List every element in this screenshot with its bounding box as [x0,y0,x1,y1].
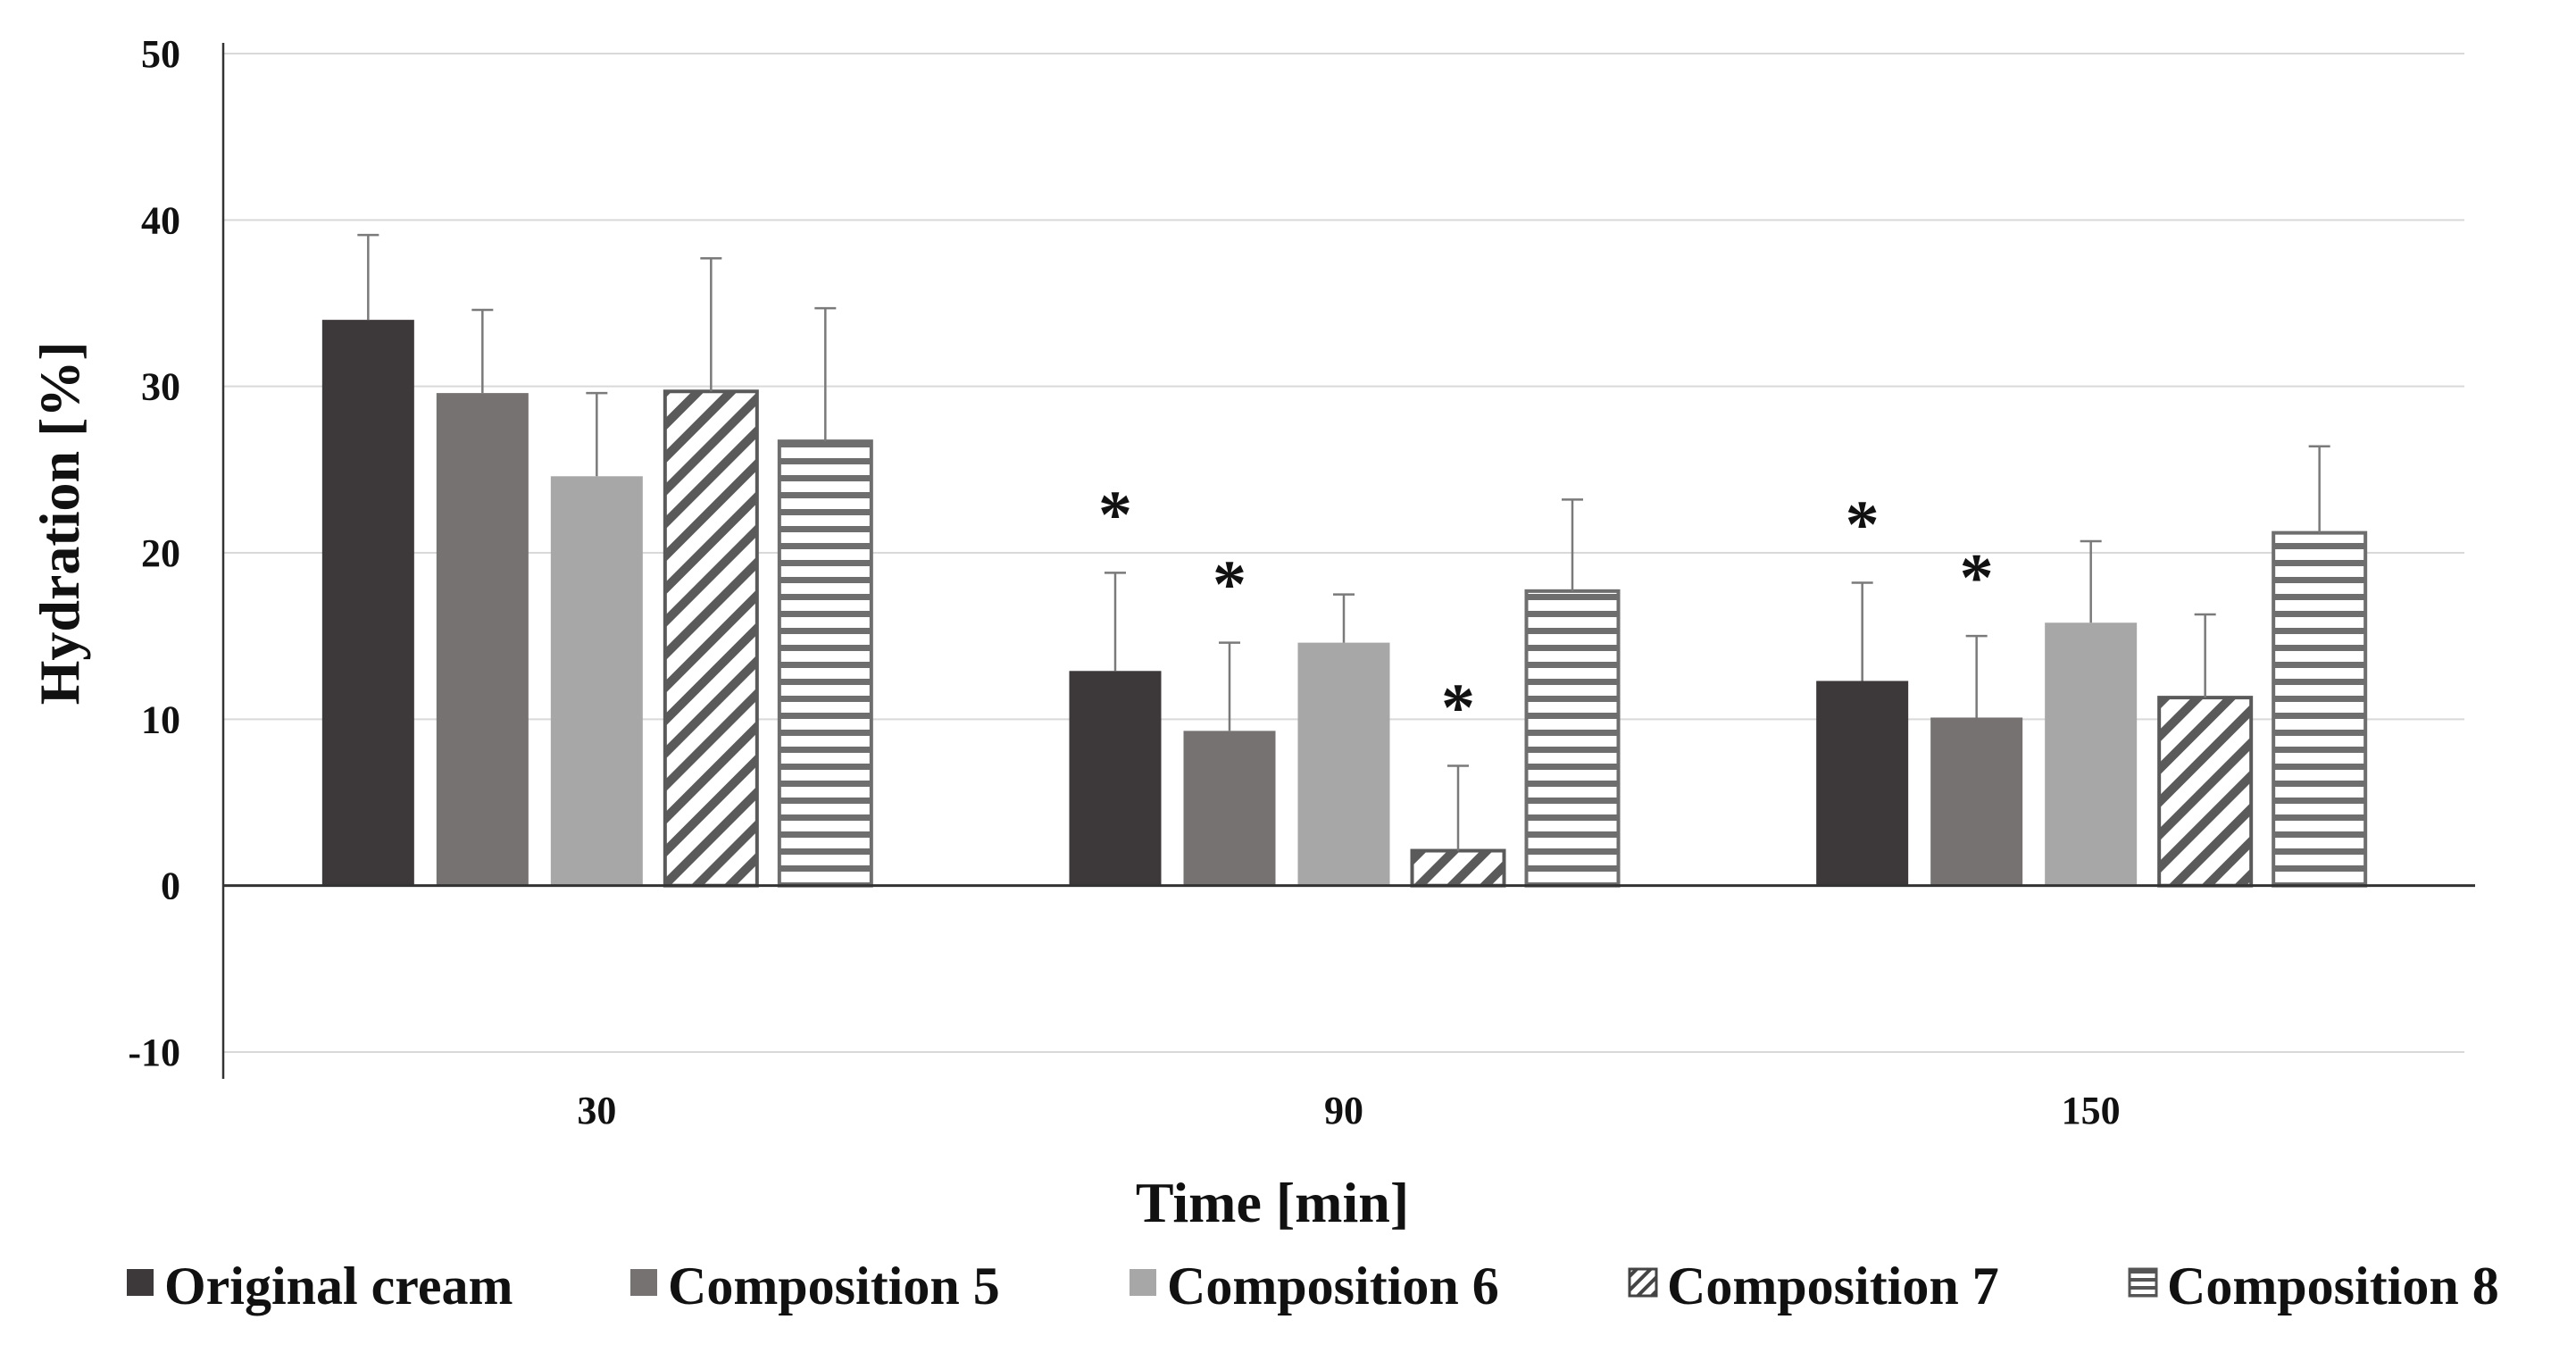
legend-swatch [630,1269,657,1296]
legend: Original cream Composition 5 Composition 6… [127,1257,2499,1315]
y-tick-label: 30 [141,365,180,409]
significance-marker: * [1441,671,1475,746]
bar [2045,622,2138,886]
x-tick-label: 30 [577,1089,616,1132]
bar [436,393,529,886]
legend-label: Composition 5 [668,1257,1000,1315]
bar [1410,848,1506,888]
bar [1524,589,1621,888]
legend-swatch [1628,1267,1658,1298]
y-tick-label: 20 [141,531,180,575]
bar [1183,731,1276,886]
y-tick-label: 50 [141,32,180,76]
significance-marker: * [1846,488,1880,563]
bar [1930,717,2023,886]
y-tick-label: 0 [161,864,180,908]
significance-marker: * [1213,547,1246,622]
y-axis-title: Hydration [%] [28,341,91,705]
bar [2272,530,2368,888]
x-axis-title: Time [min] [1136,1171,1409,1234]
y-tick-label: 40 [141,198,180,242]
legend-label: Composition 7 [1667,1257,1999,1315]
legend-label: Composition 8 [2167,1257,2499,1315]
labels-layer: -10 0 10 20 30 40 50 30 * * * 90 * * 150 Time [min] Hydr… [28,32,2121,1234]
bar [1816,681,1909,886]
significance-marker: * [1098,477,1132,552]
y-tick-label: -10 [128,1031,180,1074]
legend-swatch [1130,1269,1156,1296]
legend-swatch [2128,1267,2158,1298]
x-tick-label: 150 [2062,1089,2121,1132]
y-tick-label: 10 [141,697,180,741]
bar [1069,671,1162,886]
bar [2157,696,2254,888]
legend-swatch [127,1269,154,1296]
legend-label: Original cream [164,1257,513,1315]
axis-layer [221,43,2475,1079]
significance-marker: * [1960,540,1994,615]
bar [550,476,643,886]
bar [1297,642,1390,886]
bars-layer [321,233,2368,888]
x-tick-label: 90 [1324,1089,1363,1132]
bar [777,439,873,888]
bar [663,389,759,888]
legend-label: Composition 6 [1167,1257,1499,1315]
bar [321,320,414,886]
